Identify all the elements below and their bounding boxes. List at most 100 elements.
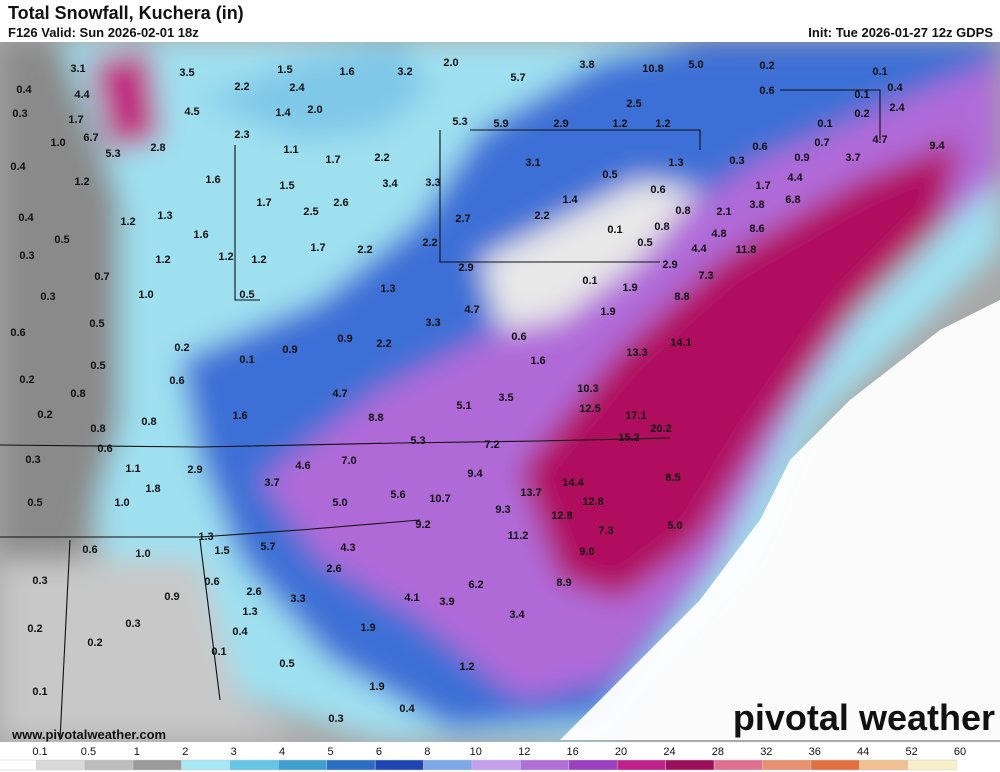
snowfall-value: 2.0: [443, 57, 458, 69]
brand-logo: pivotal weather: [733, 697, 995, 738]
snowfall-value: 14.1: [670, 337, 691, 349]
snowfall-value: 1.6: [193, 229, 208, 241]
snowfall-value: 1.7: [755, 180, 770, 192]
snowfall-value: 5.3: [105, 148, 120, 160]
snowfall-value: 4.1: [404, 592, 419, 604]
snowfall-value: 0.1: [239, 354, 254, 366]
legend-tick-label: 36: [809, 746, 821, 758]
snowfall-value: 2.8: [150, 142, 165, 154]
snowfall-value: 0.4: [399, 703, 415, 715]
snowfall-value: 0.1: [872, 66, 887, 78]
snowfall-value: 1.6: [205, 174, 220, 186]
snowfall-value: 0.2: [19, 374, 34, 386]
legend-swatch: [84, 759, 134, 771]
snowfall-value: 0.5: [637, 237, 652, 249]
legend-swatch: [278, 759, 327, 771]
snowfall-value: 0.2: [854, 108, 869, 120]
snowfall-value: 1.7: [68, 114, 83, 126]
snowfall-labels: 3.1 3.5 1.5 1.6 3.22.05.73.8 10.8 5.0 0.2 0.10.4…: [10, 57, 945, 725]
snowfall-value: 3.2: [397, 66, 412, 78]
snowfall-value: 3.5: [179, 67, 194, 79]
snowfall-value: 1.7: [310, 242, 325, 254]
snowfall-value: 3.4: [509, 609, 525, 621]
snowfall-value: 6.8: [785, 194, 800, 206]
snowfall-value: 1.0: [135, 548, 150, 560]
snowfall-value: 0.3: [729, 155, 744, 167]
snowfall-value: 9.3: [495, 504, 510, 516]
snowfall-value: 4.7: [872, 134, 887, 146]
snowfall-value: 1.9: [600, 306, 615, 318]
title: Total Snowfall, Kuchera (in): [8, 3, 244, 23]
snowfall-value: 2.2: [422, 237, 437, 249]
snowfall-value: 11.8: [736, 244, 757, 256]
snowfall-value: 7.3: [598, 525, 613, 537]
legend-tick-label: 1: [134, 746, 140, 758]
snowfall-value: 5.3: [410, 435, 425, 447]
snowfall-value: 10.7: [429, 493, 450, 505]
legend-tick-label: 28: [712, 746, 724, 758]
snowfall-value: 1.4: [562, 194, 578, 206]
snowfall-value: 0.5: [602, 169, 617, 181]
legend-swatch: [471, 759, 521, 771]
snowfall-value: 0.4: [887, 82, 903, 94]
snowfall-value: 5.3: [452, 116, 467, 128]
snowfall-value: 6.7: [83, 132, 98, 144]
snowfall-value: 12.8: [582, 496, 603, 508]
snowfall-value: 2.5: [626, 98, 641, 110]
snowfall-value: 4.3: [340, 542, 355, 554]
snowfall-value: 0.1: [32, 686, 47, 698]
snowfall-value: 2.7: [455, 213, 470, 225]
snowfall-value: 11.2: [508, 530, 529, 542]
snowfall-value: 0.2: [27, 623, 42, 635]
snowfall-value: 1.0: [50, 137, 65, 149]
snowfall-value: 0.4: [16, 84, 32, 96]
snowfall-value: 8.5: [665, 472, 680, 484]
legend-tick-label: 2: [182, 746, 188, 758]
snowfall-value: 0.6: [752, 141, 767, 153]
legend-swatch: [617, 759, 666, 771]
snowfall-value: 1.8: [145, 483, 160, 495]
legend-swatch: [713, 759, 763, 771]
snowfall-value: 2.2: [374, 152, 389, 164]
snowfall-value: 1.9: [622, 282, 637, 294]
legend-tick-label: 60: [954, 746, 966, 758]
legend-tick-label: 6: [376, 746, 382, 758]
snowfall-value: 0.9: [794, 152, 809, 164]
snowfall-value: 1.3: [198, 531, 213, 543]
snowfall-value: 0.3: [125, 618, 140, 630]
snowfall-value: 0.3: [328, 713, 343, 725]
snowfall-value: 6.2: [468, 579, 483, 591]
snowfall-value: 1.6: [232, 410, 247, 422]
snowfall-value: 0.2: [37, 409, 52, 421]
legend-swatch: [568, 759, 618, 771]
snowfall-value: 2.0: [307, 104, 322, 116]
snowfall-value: 0.3: [40, 291, 55, 303]
snowfall-value: 0.4: [10, 161, 26, 173]
init-time: Init: Tue 2026-01-27 12z GDPS: [808, 25, 993, 40]
legend-tick-label: 0.5: [81, 746, 96, 758]
snowfall-value: 2.4: [289, 82, 305, 94]
legend-tick-label: 3: [231, 746, 237, 758]
snowfall-value: 0.6: [82, 544, 97, 556]
snowfall-value: 0.1: [854, 89, 869, 101]
snowfall-value: 0.5: [90, 360, 105, 372]
legend-tick-label: 20: [615, 746, 627, 758]
snowfall-value: 3.8: [749, 199, 764, 211]
legend-tick-label: 44: [857, 746, 869, 758]
snowfall-value: 1.2: [218, 251, 233, 263]
snowfall-field: [0, 42, 1000, 742]
snowfall-value: 0.6: [169, 375, 184, 387]
snowfall-value: 1.4: [275, 107, 291, 119]
snowfall-value: 0.1: [582, 275, 597, 287]
snowfall-value: 14.4: [562, 477, 584, 489]
snowfall-value: 2.6: [333, 197, 348, 209]
snowfall-value: 8.8: [368, 412, 383, 424]
snowfall-value: 9.4: [467, 468, 483, 480]
legend-swatch: [665, 759, 715, 771]
snowfall-value: 0.7: [814, 137, 829, 149]
snowfall-value: 8.6: [749, 223, 764, 235]
snowfall-value: 1.2: [74, 176, 89, 188]
snowfall-value: 1.6: [530, 355, 545, 367]
snowfall-value: 1.2: [612, 118, 627, 130]
snowfall-value: 1.1: [125, 463, 140, 475]
